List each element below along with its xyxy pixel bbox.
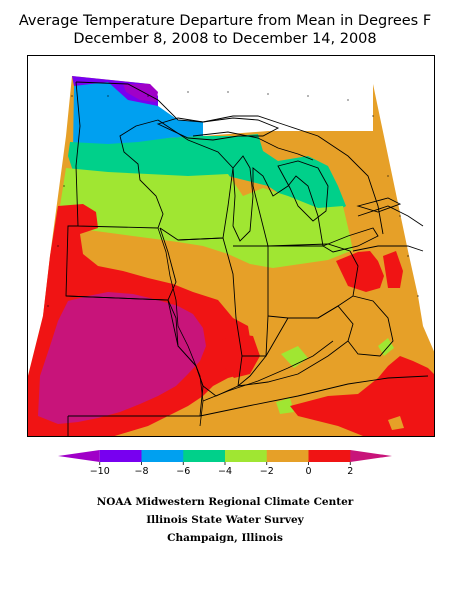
credit-mrcc: NOAA Midwestern Regional Climate Center: [96, 496, 354, 508]
river-mississippi: [157, 227, 204, 427]
map-nodata-top: [150, 84, 373, 136]
zone-minus-2-patch-3: [276, 398, 294, 414]
border-michigan: [252, 167, 324, 247]
scale-cell: [99, 450, 142, 462]
zone-plus-0-ohio: [336, 251, 384, 292]
zone-plus-0-east: [290, 356, 434, 436]
border-ontario: [317, 135, 384, 235]
scale-tick-label: −2: [259, 466, 274, 477]
lake-erie: [321, 227, 379, 253]
lake-huron: [277, 160, 329, 222]
map-date-range: December 8, 2008 to December 14, 2008: [73, 31, 377, 47]
zone-minus-2-patch-2: [378, 338, 394, 356]
scale-cell: [266, 450, 309, 462]
lake-michigan: [232, 155, 254, 242]
scale-tick-label: −6: [176, 466, 191, 477]
temperature-map: [27, 55, 435, 437]
map-title: Average Temperature Departure from Mean …: [18, 13, 432, 29]
zone-minus-0: [58, 230, 358, 321]
river-ohio: [202, 340, 334, 402]
zone-plus-0-mid: [218, 334, 260, 378]
scale-tick-label: −8: [134, 466, 149, 477]
border-indiana: [233, 245, 269, 387]
lake-superior: [156, 117, 280, 141]
color-scale: −10 −8 −6 −4 −2 0 2: [50, 446, 400, 482]
scale-cell: [58, 450, 100, 462]
scale-tick-label: −10: [89, 466, 110, 477]
border-michigan-up: [192, 131, 314, 161]
scale-cell: [308, 450, 351, 462]
zone-minus-0-se: [388, 416, 404, 430]
zone-minus-8: [73, 82, 203, 152]
border-pa: [352, 245, 424, 252]
lake-ontario: [356, 197, 402, 213]
scale-cell: [225, 450, 268, 462]
scale-cell: [350, 450, 392, 462]
zone-plus-0-pa: [383, 251, 403, 288]
zone-minus-12: [123, 84, 158, 102]
border-minnesota: [75, 81, 164, 229]
zone-minus-6: [68, 134, 346, 216]
scale-cell: [183, 450, 226, 462]
credit-location: Champaign, Illinois: [167, 532, 283, 544]
scale-cell: [141, 450, 184, 462]
color-scale-bar: [58, 450, 392, 465]
credit-isws: Illinois State Water Survey: [146, 514, 304, 526]
border-ny: [357, 205, 424, 227]
scale-tick-label: 2: [347, 466, 354, 477]
border-tennessee: [199, 375, 429, 417]
border-wv: [347, 295, 394, 357]
zone-plus-2: [38, 292, 206, 424]
scale-tick-label: 0: [305, 466, 312, 477]
border-kentucky: [237, 305, 354, 387]
scale-tick-label: −4: [217, 466, 233, 477]
zone-minus-2-patch-1: [281, 346, 308, 368]
